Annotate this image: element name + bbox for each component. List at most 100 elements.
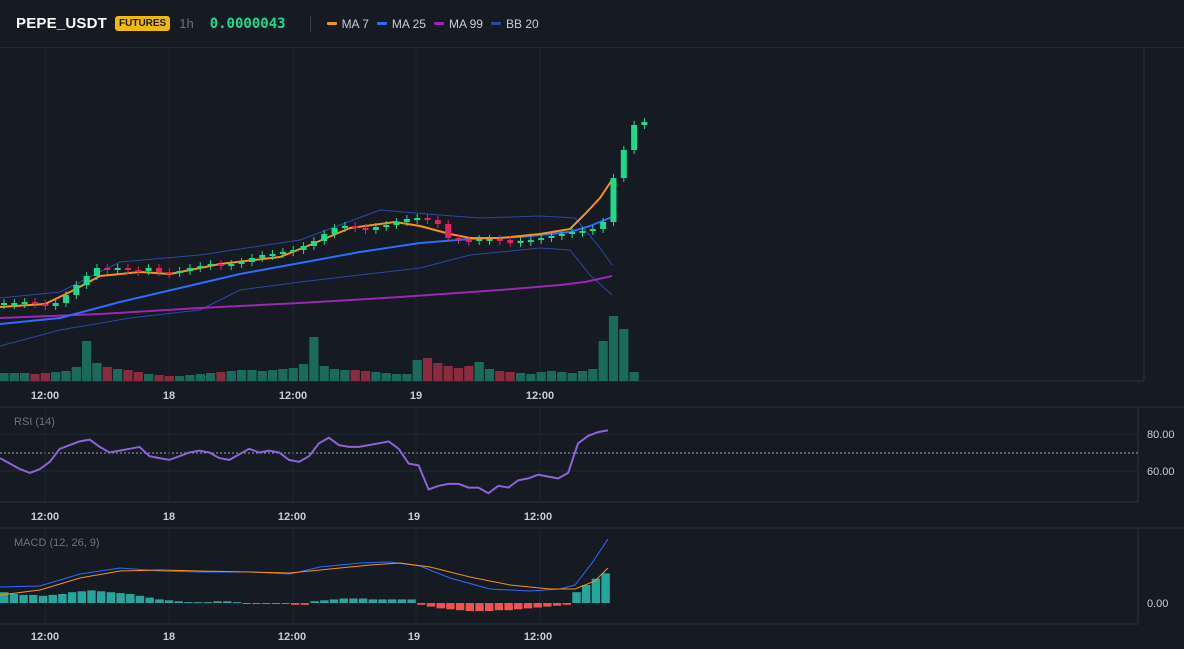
- legend-item-ma7[interactable]: MA 7: [326, 17, 369, 31]
- macd-histogram-bar: [572, 592, 581, 603]
- volume-bar: [61, 371, 71, 381]
- volume-bar: [82, 341, 92, 381]
- macd-histogram-bar: [417, 603, 426, 605]
- candle-body: [641, 122, 648, 125]
- candle-body: [507, 240, 514, 243]
- legend-swatch: [326, 22, 337, 25]
- time-axis-label: 19: [410, 390, 422, 402]
- macd-histogram-bar: [523, 603, 533, 609]
- macd-panel[interactable]: [0, 527, 1184, 625]
- volume-bar: [505, 372, 515, 381]
- rsi-scale-tick: 60.00: [1147, 466, 1175, 478]
- macd-scale-tick: 0.00: [1147, 598, 1168, 610]
- candle-body: [259, 255, 266, 258]
- macd-histogram-bar: [184, 602, 193, 604]
- volume-bar: [340, 370, 350, 381]
- volume-bar: [588, 369, 598, 381]
- macd-histogram-bar: [436, 603, 445, 609]
- volume-bar: [598, 341, 608, 381]
- volume-bar: [526, 374, 536, 381]
- macd-histogram-bar: [145, 597, 154, 603]
- candle-body: [52, 303, 59, 306]
- chart-header: PEPE_USDT FUTURES 1h 0.0000043 MA 7 MA 2…: [0, 0, 1184, 48]
- volume-bar: [195, 374, 205, 381]
- volume-bar: [51, 372, 61, 381]
- volume-bar: [123, 370, 133, 381]
- volume-bar: [216, 372, 226, 381]
- candle-body: [362, 228, 369, 230]
- macd-histogram-bar: [552, 603, 562, 606]
- volume-bar: [319, 366, 329, 381]
- volume-bar: [226, 371, 236, 381]
- rsi-line-group: [0, 429, 609, 495]
- macd-histogram-bar: [29, 594, 38, 603]
- candle-body: [207, 264, 214, 266]
- volume-bar: [495, 371, 505, 381]
- macd-histogram-bar: [19, 594, 28, 603]
- volume-bar: [371, 372, 381, 381]
- header-divider: [309, 15, 311, 32]
- legend-item-ma99[interactable]: MA 99: [433, 17, 483, 31]
- candle-body: [248, 258, 255, 262]
- rsi-panel[interactable]: [0, 406, 1184, 503]
- volume-bar: [546, 371, 557, 381]
- candle-body: [383, 225, 390, 227]
- candlesticks[interactable]: [1, 118, 648, 310]
- interval-selector[interactable]: 1h: [179, 16, 194, 31]
- candle-body: [145, 268, 152, 271]
- volume-bars: [0, 316, 639, 381]
- candle-body: [238, 262, 245, 264]
- volume-bar: [247, 370, 257, 381]
- volume-bar: [175, 376, 185, 381]
- macd-histogram-bar: [252, 603, 261, 604]
- macd-histogram-bar: [358, 598, 368, 603]
- candle-body: [73, 285, 80, 295]
- candle-body: [228, 264, 235, 266]
- macd-histogram-bar: [77, 591, 86, 603]
- time-axis-label: 18: [163, 390, 175, 402]
- ma99-line: [0, 275, 613, 319]
- volume-bar: [567, 373, 577, 381]
- macd-histogram-bar: [388, 599, 397, 603]
- macd-histogram-bar: [446, 603, 455, 610]
- volume-bar: [133, 372, 143, 381]
- legend-label: BB 20: [505, 16, 539, 31]
- macd-histogram-bar: [329, 599, 339, 603]
- legend-item-ma25[interactable]: MA 25: [376, 17, 426, 31]
- candle-body: [372, 227, 379, 230]
- volume-bar: [453, 368, 464, 381]
- legend-item-bb20[interactable]: BB 20: [490, 16, 539, 31]
- time-axis-label: 12:00: [278, 631, 306, 643]
- volume-bar: [484, 369, 495, 381]
- candle-body: [631, 125, 638, 150]
- volume-bar: [474, 362, 484, 381]
- volume-bar: [267, 370, 278, 381]
- macd-histogram-bar: [426, 603, 436, 607]
- candle-body: [279, 252, 286, 254]
- candle-body: [21, 302, 28, 304]
- candle-body: [424, 218, 431, 220]
- main-panel[interactable]: [0, 48, 1145, 382]
- volume-bar: [515, 373, 526, 381]
- volume-bar: [422, 358, 433, 381]
- macd-histogram-bar: [223, 601, 232, 603]
- time-axis-label: 18: [163, 511, 175, 523]
- volume-bar: [164, 376, 174, 381]
- macd-histogram-bar: [87, 590, 96, 603]
- candle-body: [517, 241, 524, 243]
- candle-body: [558, 234, 565, 236]
- candle-body: [83, 276, 90, 285]
- macd-histogram-bar: [504, 603, 513, 611]
- candle-body: [579, 231, 586, 233]
- macd-histogram-bar: [58, 594, 67, 603]
- candle-body: [31, 302, 38, 304]
- candle-body: [310, 241, 317, 246]
- vertical-gridlines: [44, 48, 541, 624]
- time-axis-label: 12:00: [526, 390, 554, 402]
- bollinger-lower: [0, 247, 613, 347]
- symbol-name[interactable]: PEPE_USDT: [16, 15, 107, 32]
- time-axis-label: 18: [163, 631, 175, 643]
- candle-body: [42, 304, 49, 306]
- macd-histogram-bar: [378, 599, 387, 603]
